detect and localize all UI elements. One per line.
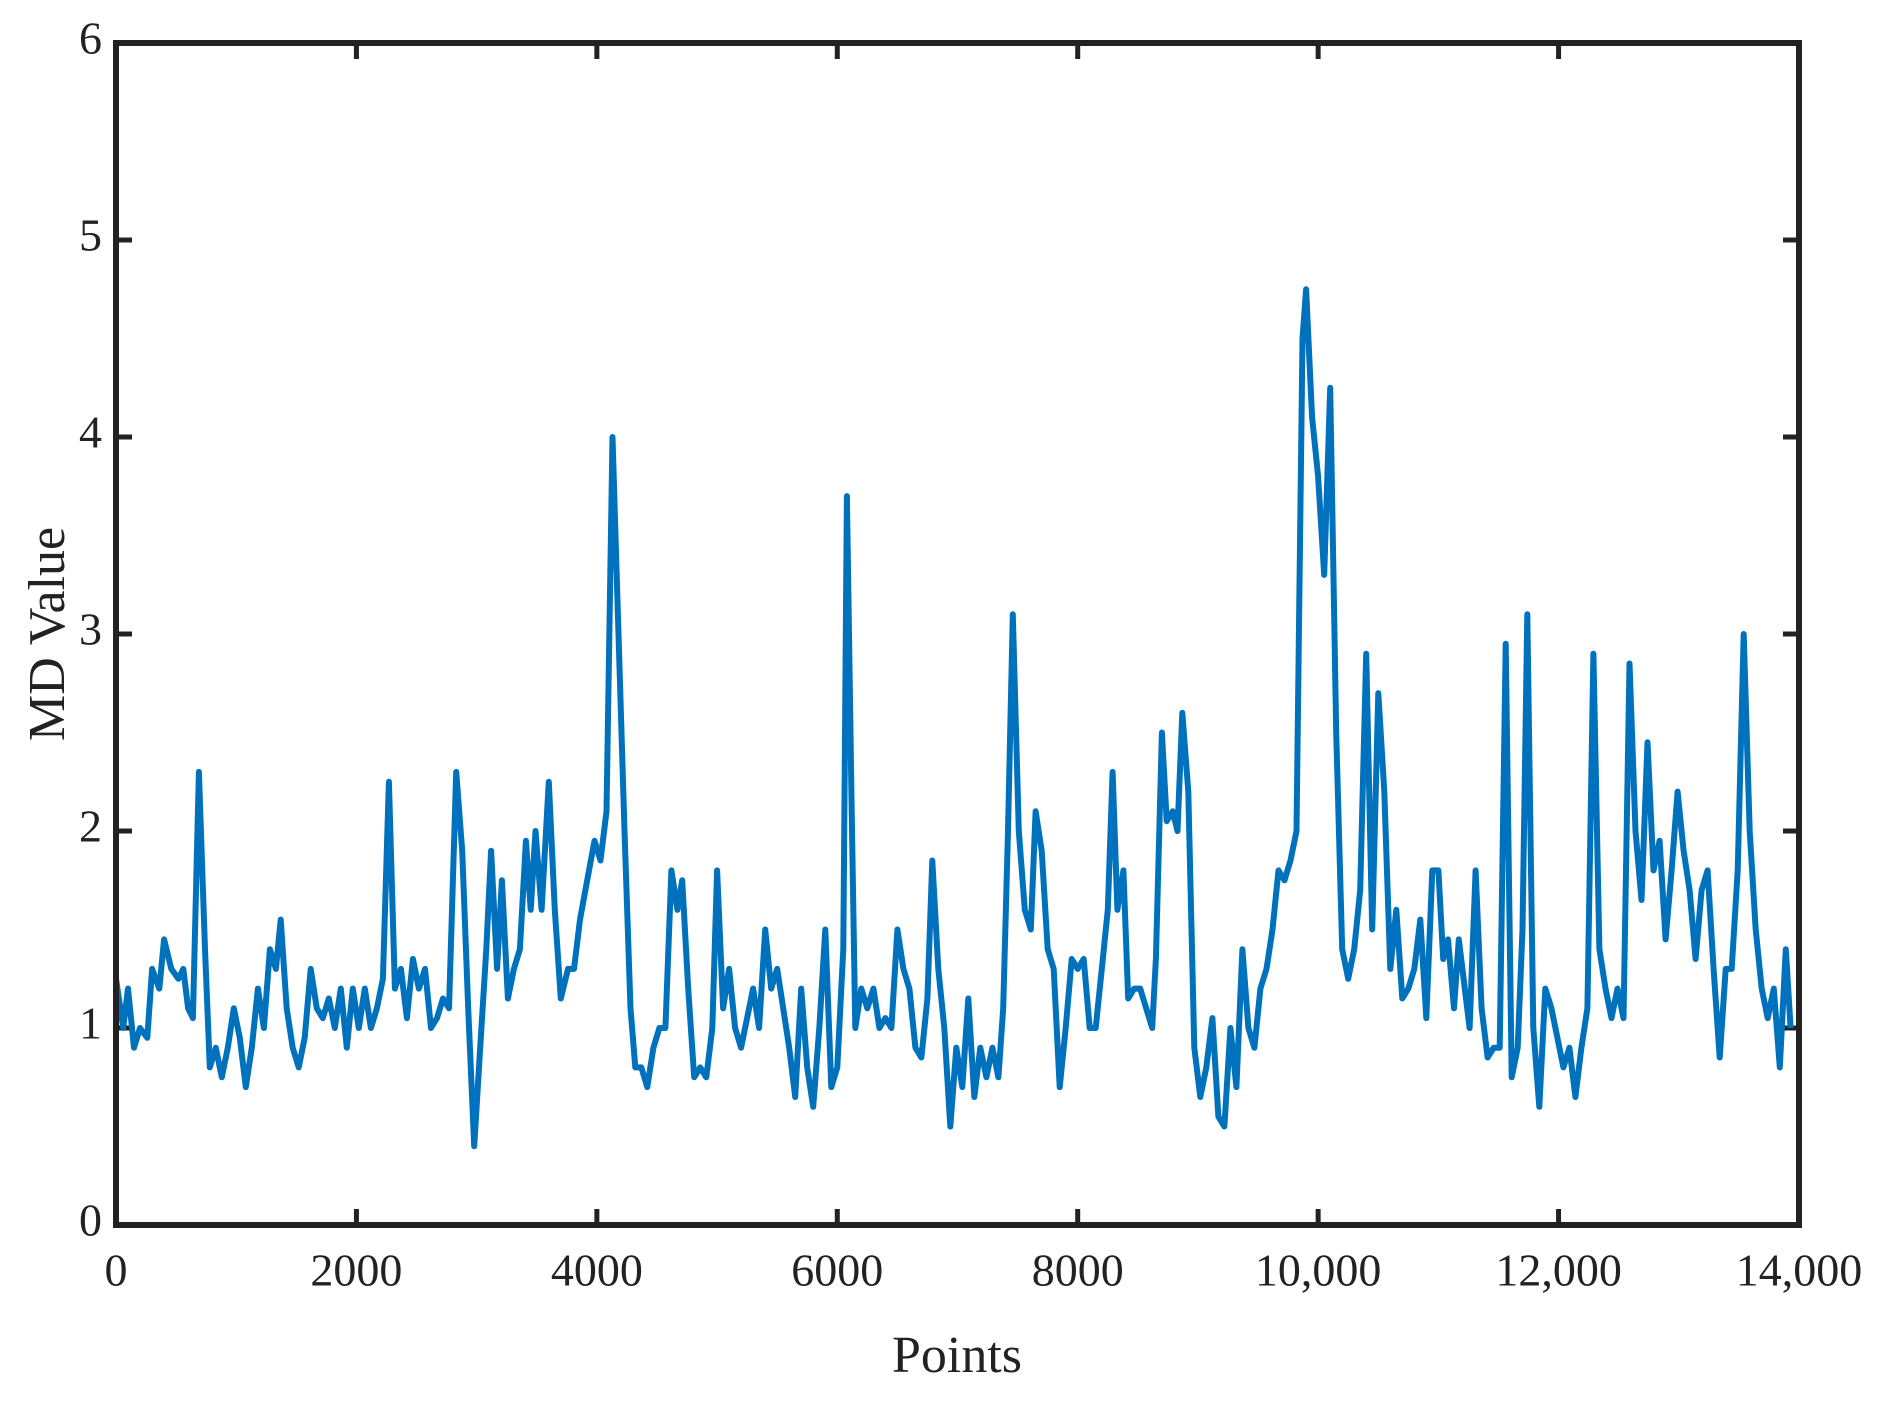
x-axis-label: Points <box>892 1327 1022 1384</box>
x-tick-label: 2000 <box>310 1245 402 1296</box>
x-tick-label: 14,000 <box>1736 1245 1863 1296</box>
y-axis-label: MD Value <box>19 527 76 741</box>
plot-frame <box>113 40 1802 1228</box>
x-tick-label: 6000 <box>791 1245 883 1296</box>
y-tick-label: 3 <box>79 604 102 655</box>
y-tick-label: 0 <box>79 1195 102 1246</box>
x-tick-label: 8000 <box>1032 1245 1124 1296</box>
y-tick-label: 4 <box>79 407 102 458</box>
y-tick-label: 2 <box>79 801 102 852</box>
x-tick-label: 12,000 <box>1495 1245 1622 1296</box>
data-line <box>113 286 1794 1150</box>
y-tick-label: 1 <box>79 998 102 1049</box>
y-tick-label: 6 <box>79 13 102 64</box>
x-tick-label: 10,000 <box>1255 1245 1382 1296</box>
x-tick-label: 0 <box>105 1245 128 1296</box>
y-tick-label: 5 <box>79 210 102 261</box>
x-tick-label: 4000 <box>551 1245 643 1296</box>
